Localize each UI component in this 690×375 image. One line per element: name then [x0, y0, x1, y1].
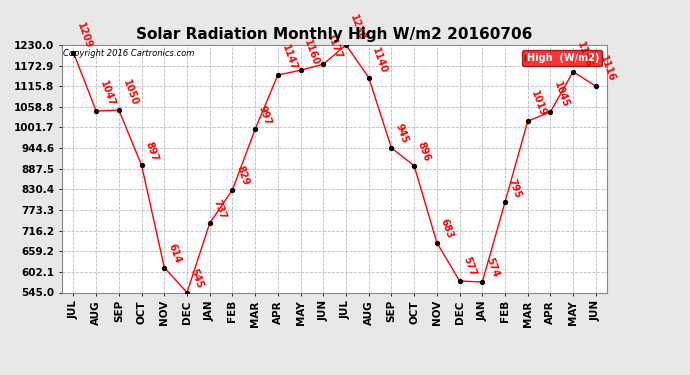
- Text: 945: 945: [393, 123, 410, 145]
- Text: 1050: 1050: [121, 78, 139, 107]
- Text: Copyright 2016 Cartronics.com: Copyright 2016 Cartronics.com: [63, 49, 195, 58]
- Text: 1047: 1047: [98, 80, 117, 108]
- Text: 577: 577: [462, 256, 477, 278]
- Text: 896: 896: [416, 140, 433, 163]
- Point: [68, 50, 79, 55]
- Point: [477, 279, 488, 285]
- Point: [363, 75, 374, 81]
- Point: [431, 240, 442, 246]
- Text: 1160: 1160: [302, 39, 321, 68]
- Text: 545: 545: [189, 267, 205, 290]
- Text: 574: 574: [484, 256, 500, 279]
- Point: [181, 290, 193, 296]
- Point: [113, 107, 124, 113]
- Point: [340, 42, 351, 48]
- Text: 614: 614: [166, 242, 182, 265]
- Text: 1209: 1209: [75, 21, 94, 50]
- Legend: High  (W/m2): High (W/m2): [522, 50, 602, 66]
- Text: 1019: 1019: [529, 90, 548, 118]
- Text: 795: 795: [507, 177, 523, 199]
- Text: 829: 829: [235, 164, 250, 187]
- Text: 1177: 1177: [325, 33, 344, 61]
- Text: 683: 683: [439, 217, 455, 240]
- Text: 897: 897: [144, 140, 160, 162]
- Point: [204, 220, 215, 226]
- Point: [227, 187, 238, 193]
- Text: 1045: 1045: [552, 80, 571, 109]
- Text: 1116: 1116: [598, 54, 616, 83]
- Text: 1147: 1147: [279, 43, 298, 72]
- Point: [273, 72, 284, 78]
- Point: [159, 265, 170, 271]
- Point: [250, 126, 261, 132]
- Point: [386, 145, 397, 151]
- Point: [295, 67, 306, 73]
- Point: [318, 61, 329, 67]
- Text: 1140: 1140: [371, 46, 389, 75]
- Text: 1156: 1156: [575, 40, 593, 69]
- Text: 737: 737: [212, 198, 228, 220]
- Point: [408, 163, 420, 169]
- Point: [545, 109, 556, 115]
- Title: Solar Radiation Monthly High W/m2 20160706: Solar Radiation Monthly High W/m2 201607…: [137, 27, 533, 42]
- Point: [500, 199, 511, 205]
- Text: 997: 997: [257, 104, 273, 126]
- Point: [90, 108, 101, 114]
- Point: [454, 278, 465, 284]
- Point: [522, 118, 533, 124]
- Point: [136, 162, 147, 168]
- Text: 1230: 1230: [348, 13, 366, 42]
- Point: [591, 83, 602, 89]
- Point: [568, 69, 579, 75]
